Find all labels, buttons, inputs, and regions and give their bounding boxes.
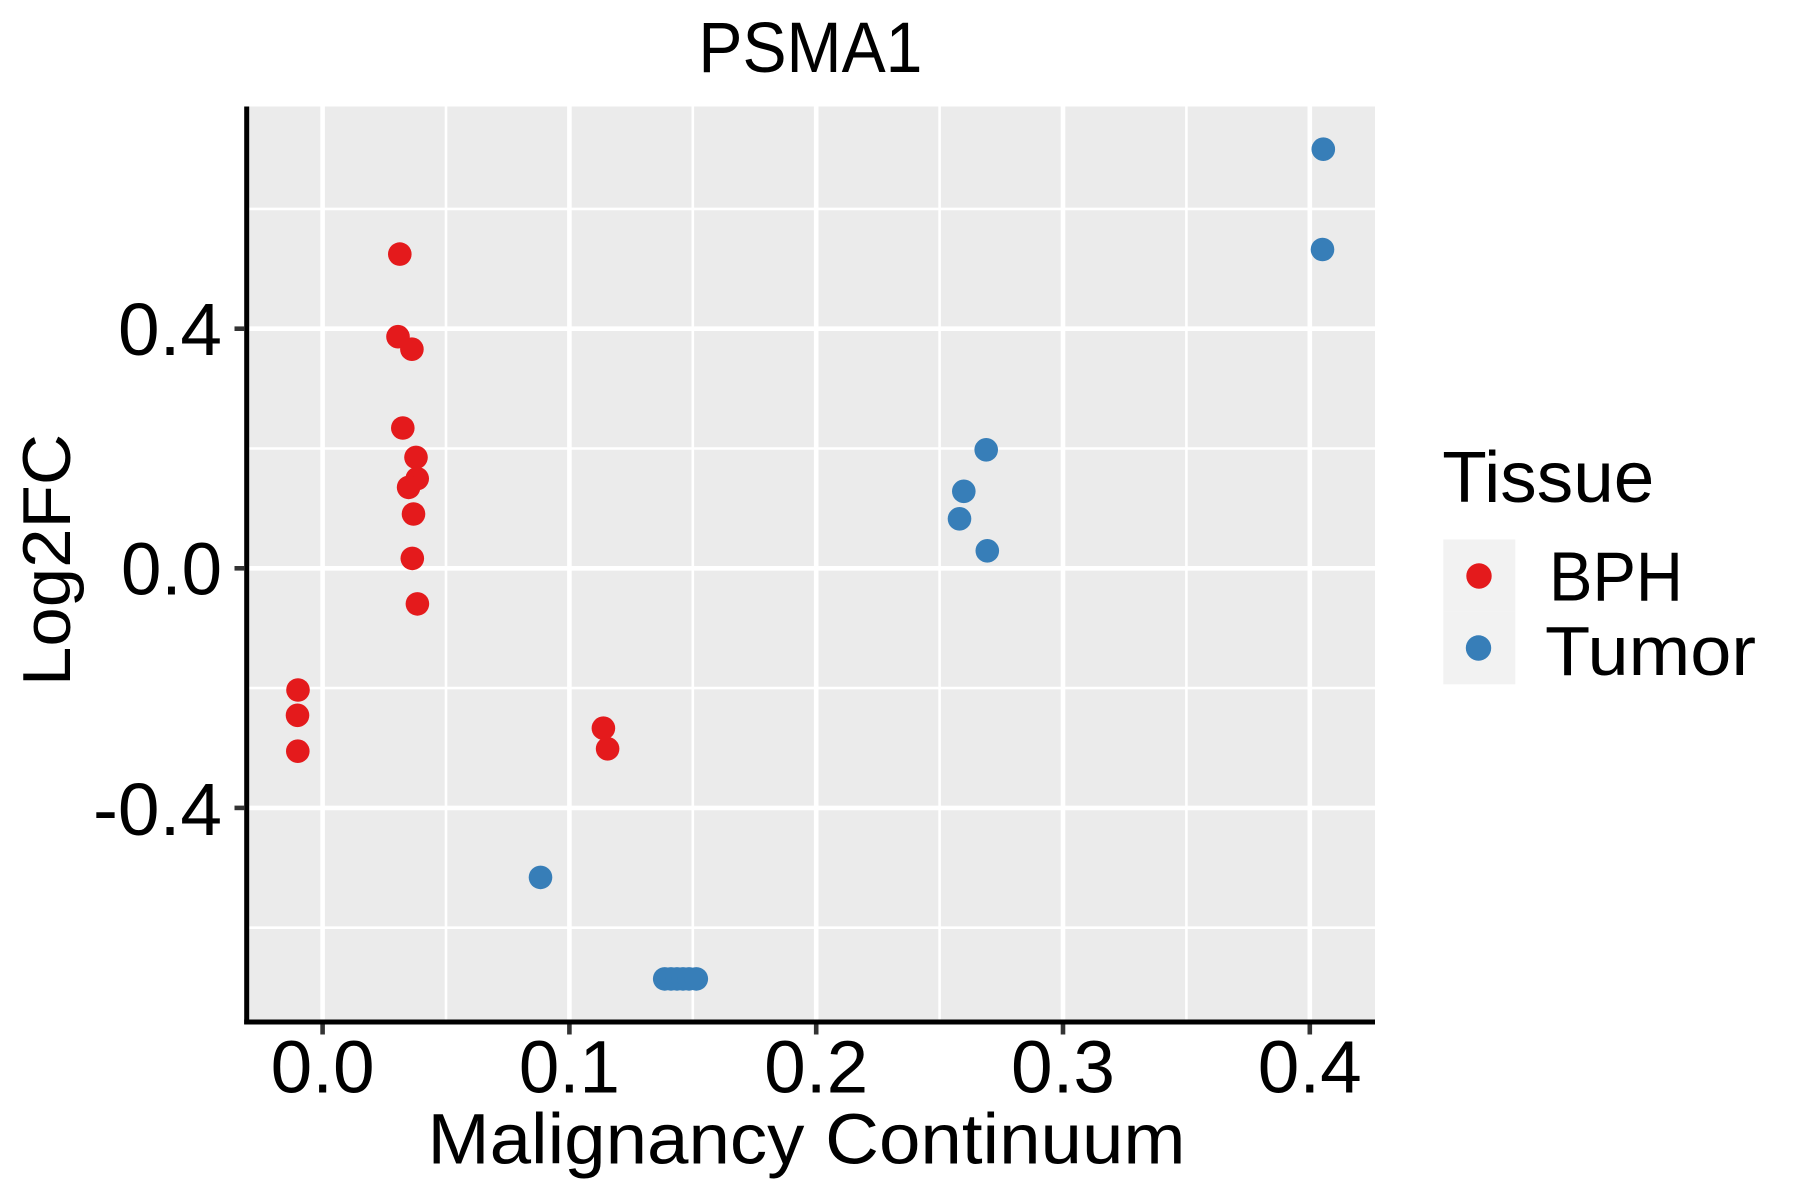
svg-text:0.2: 0.2: [764, 1026, 868, 1109]
svg-text:0.0: 0.0: [271, 1026, 375, 1109]
svg-text:0.4: 0.4: [118, 288, 222, 371]
svg-text:Log2FC: Log2FC: [9, 434, 85, 686]
svg-text:0.1: 0.1: [519, 1026, 620, 1109]
svg-text:0.4: 0.4: [1258, 1026, 1362, 1109]
svg-text:BPH: BPH: [1549, 538, 1683, 616]
svg-text:Tumor: Tumor: [1545, 612, 1756, 690]
svg-text:0.0: 0.0: [121, 527, 222, 610]
svg-text:Malignancy Continuum: Malignancy Continuum: [428, 1101, 1186, 1180]
svg-text:PSMA1: PSMA1: [698, 9, 922, 88]
svg-text:-0.4: -0.4: [93, 768, 222, 851]
svg-text:0.3: 0.3: [1011, 1026, 1115, 1109]
svg-text:Tissue: Tissue: [1442, 437, 1654, 518]
